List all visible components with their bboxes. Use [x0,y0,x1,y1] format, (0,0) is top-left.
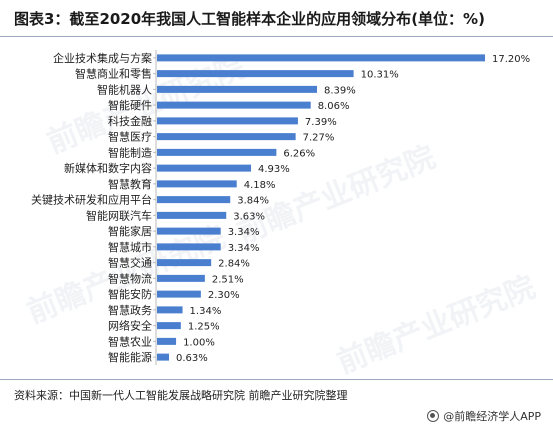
value-label: 1.34% [190,306,222,317]
category-label: 智慧农业 [108,334,152,348]
category-label: 智能能源 [108,350,152,364]
bar [157,164,252,172]
category-label: 智慧交通 [108,256,152,270]
bar [157,337,177,345]
value-label: 10.31% [361,70,399,81]
value-label: 3.34% [228,227,260,238]
value-label: 7.27% [303,133,335,144]
brand-text: @前瞻经济学人APP [443,410,541,423]
value-label: 6.26% [283,148,315,159]
category-label: 科技金融 [108,114,152,128]
value-label: 2.51% [212,274,244,285]
category-label: 智能硬件 [108,98,152,112]
bar [157,70,354,78]
bar [157,196,231,204]
category-label: 智慧医疗 [108,130,152,144]
bar [157,133,296,141]
value-label: 2.30% [208,290,240,301]
value-label: 3.63% [233,211,265,222]
category-label: 智慧教育 [108,177,152,191]
category-label: 智能网联汽车 [86,208,152,222]
bar [157,353,170,361]
source-note: 资料来源：中国新一代人工智能发展战略研究院 前瞻产业研究院整理 [14,389,348,402]
category-label: 新媒体和数字内容 [64,161,152,175]
bar-chart: 企业技术集成与方案 17.20% 智慧商业和零售 10.31% 智能机器人 8.39% 智能… [31,50,530,365]
bar [157,227,221,235]
value-label: 4.93% [258,164,290,175]
value-label: 0.63% [176,353,208,364]
value-label: 1.25% [188,322,220,333]
value-label: 3.34% [228,243,260,254]
category-label: 智能机器人 [97,82,152,96]
footer-divider [0,379,553,380]
chart-title: 图表3：截至2020年我国人工智能样本企业的应用领域分布(单位：%) [14,10,485,28]
bar [157,306,183,314]
category-label: 智慧商业和零售 [75,67,152,81]
category-label: 智能安防 [108,287,152,301]
bar [157,274,205,282]
bar [157,180,237,188]
category-label: 关键技术研发和应用平台 [31,193,152,207]
bar [157,54,485,62]
category-label: 智慧政务 [108,303,152,317]
brand-logo-icon [427,410,440,422]
value-label: 4.18% [244,180,276,191]
brand-credit: @前瞻经济学人APP [427,408,541,424]
bar [157,243,221,251]
value-label: 17.20% [492,54,530,65]
bar [157,101,311,109]
bar [157,148,277,156]
category-label: 智慧物流 [108,271,152,285]
value-label: 3.84% [237,196,269,207]
bar [157,211,227,219]
category-label: 智慧城市 [108,240,152,254]
category-label: 智能家居 [108,224,152,238]
bar [157,290,201,298]
category-label: 网络安全 [108,319,152,333]
value-label: 7.39% [305,117,337,128]
title-divider [0,36,553,37]
value-label: 8.39% [324,85,356,96]
category-label: 企业技术集成与方案 [53,51,152,65]
bar [157,322,181,330]
value-label: 8.06% [318,101,350,112]
category-label: 智能制造 [108,145,152,159]
bar [157,259,212,267]
bar [157,117,298,125]
bar [157,85,317,93]
value-label: 2.84% [218,259,250,270]
value-label: 1.00% [183,337,215,348]
